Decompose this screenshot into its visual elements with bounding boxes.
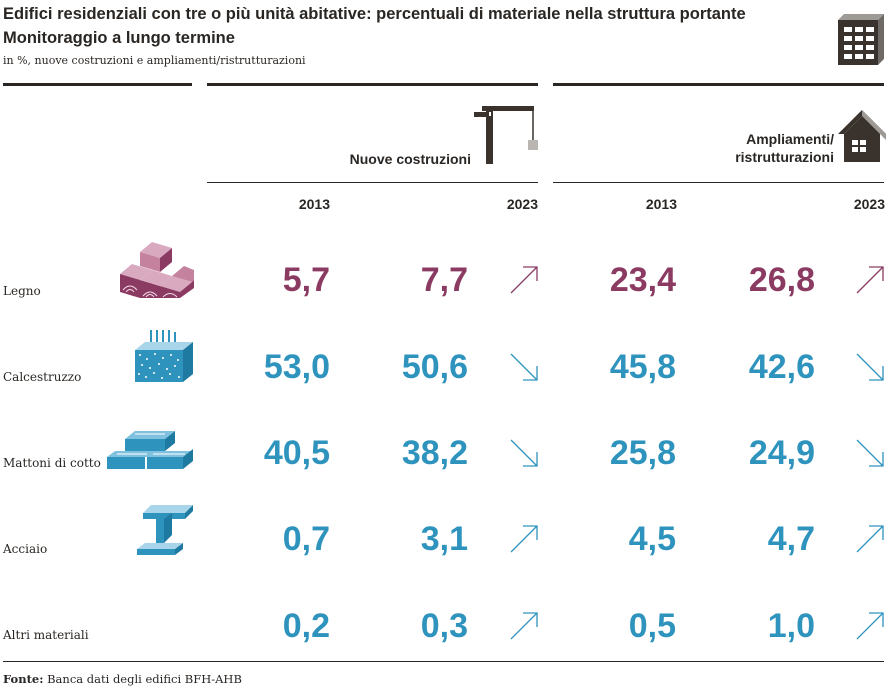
value-mattoni-new-2013: 40,5 [263, 434, 330, 472]
group-label-new: Nuove costruzioni [349, 151, 471, 167]
house-icon [838, 110, 886, 162]
row-label-mattoni: Mattoni di cotto [3, 456, 101, 470]
value-acciaio-new-2013: 0,7 [282, 520, 330, 558]
rule-bottom [3, 661, 884, 662]
value-altri-reno-2013: 0,5 [628, 607, 676, 645]
unit-note: in %, nuove costruzioni e ampliamenti/ri… [3, 54, 306, 67]
group-label-reno-line2: ristrutturazioni [735, 149, 834, 165]
trend-down-arrow-icon [510, 439, 538, 467]
value-legno-new-2023: 7,7 [420, 261, 468, 299]
value-mattoni-new-2023: 38,2 [401, 434, 468, 472]
chart-title: Edifici residenziali con tre o più unità… [3, 5, 746, 23]
year-new-2013: 2013 [298, 196, 330, 212]
brick-icon [107, 431, 193, 469]
value-calcestruzzo-new-2013: 53,0 [263, 348, 330, 386]
row-label-calcestruzzo: Calcestruzzo [3, 370, 82, 384]
source-text: Banca dati degli edifici BFH-AHB [47, 672, 242, 686]
value-acciaio-reno-2013: 4,5 [628, 520, 676, 558]
year-reno-2023: 2023 [853, 196, 885, 212]
value-acciaio-reno-2023: 4,7 [767, 520, 815, 558]
trend-up-arrow-icon [856, 266, 884, 294]
trend-down-arrow-icon [856, 353, 884, 381]
value-mattoni-reno-2023: 24,9 [748, 434, 815, 472]
value-legno-reno-2023: 26,8 [748, 261, 815, 299]
value-altri-new-2013: 0,2 [282, 607, 330, 645]
group-label-reno: Ampliamenti/ ristrutturazioni [735, 130, 834, 166]
trend-down-arrow-icon [510, 353, 538, 381]
value-calcestruzzo-reno-2023: 42,6 [748, 348, 815, 386]
value-altri-new-2023: 0,3 [420, 607, 468, 645]
row-label-altri: Altri materiali [3, 628, 89, 642]
rule-labels-top [3, 83, 192, 86]
trend-up-arrow-icon [510, 612, 538, 640]
concrete-icon [135, 330, 193, 382]
value-calcestruzzo-new-2023: 50,6 [401, 348, 468, 386]
trend-up-arrow-icon [510, 525, 538, 553]
value-altri-reno-2023: 1,0 [767, 607, 815, 645]
steel-beam-icon [137, 505, 193, 555]
value-legno-new-2013: 5,7 [282, 261, 330, 299]
trend-up-arrow-icon [856, 525, 884, 553]
building-icon [838, 14, 884, 65]
source-label: Fonte: [3, 672, 44, 686]
value-acciaio-new-2023: 3,1 [420, 520, 468, 558]
trend-down-arrow-icon [856, 439, 884, 467]
rule-new-top [207, 83, 538, 86]
crane-icon [474, 106, 538, 164]
row-label-acciaio: Acciaio [3, 542, 48, 556]
group-label-reno-line1: Ampliamenti/ [746, 131, 834, 147]
wood-icon [120, 242, 194, 298]
rule-reno-mid [553, 182, 884, 183]
value-mattoni-reno-2013: 25,8 [609, 434, 676, 472]
rule-new-mid [207, 182, 538, 183]
rule-reno-top [553, 83, 884, 86]
value-calcestruzzo-reno-2013: 45,8 [609, 348, 676, 386]
row-label-legno: Legno [3, 284, 41, 298]
year-new-2023: 2023 [506, 196, 538, 212]
source-note: Fonte: Banca dati degli edifici BFH-AHB [3, 672, 242, 686]
year-reno-2013: 2013 [645, 196, 677, 212]
chart-subtitle: Monitoraggio a lungo termine [3, 29, 235, 47]
trend-up-arrow-icon [510, 266, 538, 294]
trend-up-arrow-icon [856, 612, 884, 640]
value-legno-reno-2013: 23,4 [609, 261, 676, 299]
